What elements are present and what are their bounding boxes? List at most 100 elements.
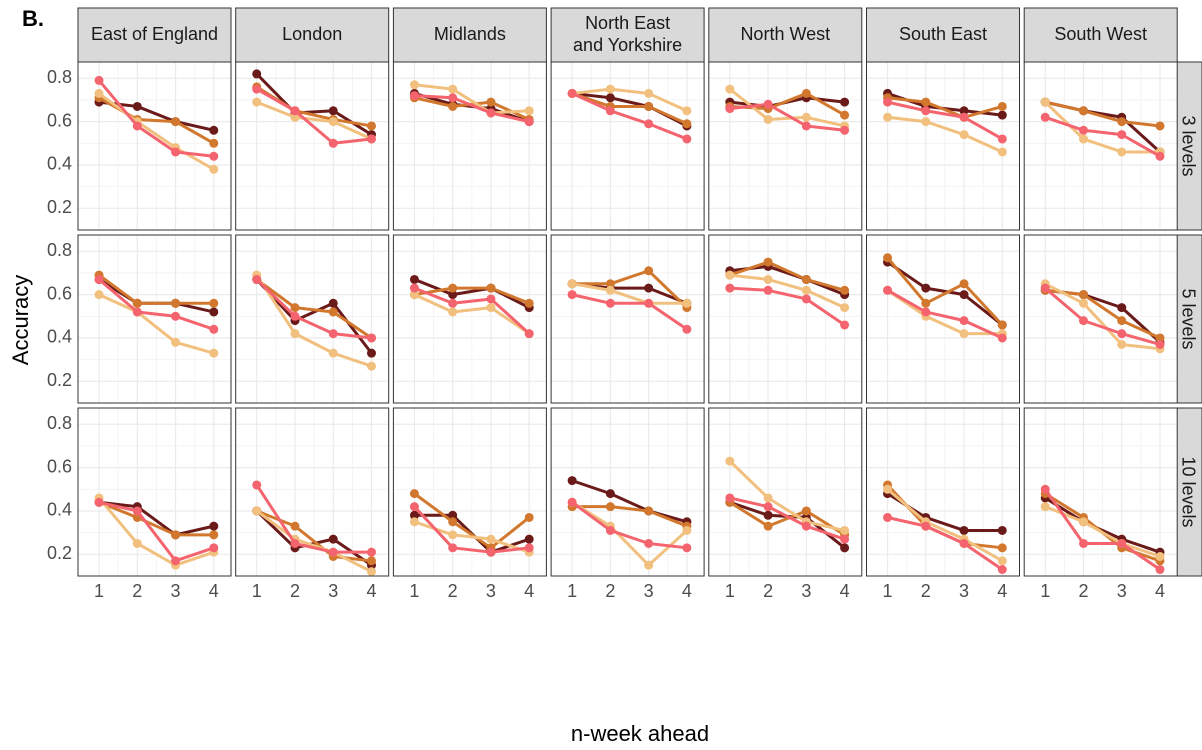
- point: [997, 134, 1007, 144]
- point: [921, 97, 931, 107]
- point: [94, 75, 104, 85]
- point: [171, 556, 181, 566]
- series-line: [572, 505, 688, 528]
- panel-background: [551, 408, 705, 576]
- point: [763, 274, 773, 284]
- panel: [708, 234, 863, 404]
- panel: [550, 234, 705, 404]
- x-tick-label: 2: [290, 581, 300, 601]
- y-tick-label: 0.2: [47, 370, 72, 390]
- series-line: [1044, 115, 1161, 158]
- point: [209, 164, 219, 174]
- strip-label: East of England: [91, 24, 218, 44]
- point: [409, 489, 419, 499]
- strip: [708, 7, 863, 63]
- y-tick-label: 0.4: [47, 500, 72, 520]
- point: [290, 521, 300, 531]
- strip: [550, 7, 705, 63]
- row-strip-label: 10 levels: [1178, 456, 1198, 527]
- panel-background: [235, 235, 389, 403]
- point: [921, 521, 931, 531]
- point: [328, 298, 338, 308]
- series-line: [571, 293, 688, 331]
- point: [997, 543, 1007, 553]
- point: [132, 538, 142, 548]
- point: [997, 564, 1007, 574]
- strip-label: London: [282, 24, 342, 44]
- point: [840, 285, 850, 295]
- point: [132, 307, 142, 317]
- point: [409, 80, 419, 90]
- series-line: [886, 289, 1003, 336]
- point: [1040, 97, 1050, 107]
- point: [644, 283, 654, 293]
- point: [328, 307, 338, 317]
- panel: [392, 61, 547, 231]
- panel: [1023, 61, 1178, 231]
- point: [682, 119, 692, 129]
- point: [682, 298, 692, 308]
- point: [763, 99, 773, 109]
- point: [605, 489, 615, 499]
- point: [1155, 121, 1165, 131]
- point: [763, 114, 773, 124]
- panel-border: [708, 407, 863, 577]
- point: [524, 106, 534, 116]
- point: [94, 274, 104, 284]
- series-line: [255, 274, 372, 368]
- point: [366, 134, 376, 144]
- point: [605, 525, 615, 535]
- y-tick-label: 0.8: [47, 240, 72, 260]
- series-line: [414, 286, 530, 305]
- panel-background: [708, 235, 862, 403]
- point: [1040, 484, 1050, 494]
- point: [132, 506, 142, 516]
- x-tick-label: 4: [524, 581, 534, 601]
- series-line: [413, 278, 530, 309]
- point: [840, 97, 850, 107]
- panel-border: [1023, 407, 1178, 577]
- x-tick-label: 2: [448, 581, 458, 601]
- point: [1078, 290, 1088, 300]
- series-line: [97, 79, 214, 158]
- point: [1040, 502, 1050, 512]
- series-line: [886, 488, 1004, 563]
- panel-background: [551, 235, 705, 403]
- point: [644, 88, 654, 98]
- panel-border: [77, 61, 232, 231]
- series-line: [98, 293, 215, 355]
- point: [1078, 134, 1088, 144]
- panel: [866, 61, 1020, 231]
- point: [448, 298, 458, 308]
- panel: [77, 234, 232, 404]
- y-tick-label: 0.4: [47, 327, 72, 347]
- point: [725, 104, 735, 114]
- point: [725, 493, 735, 503]
- point: [252, 274, 262, 284]
- y-tick-label: 0.4: [47, 154, 72, 174]
- point: [883, 285, 893, 295]
- point: [801, 274, 811, 284]
- series-line: [413, 505, 530, 554]
- panel-border: [550, 61, 705, 231]
- panel-background: [1024, 235, 1178, 403]
- point: [1117, 316, 1127, 326]
- point: [366, 556, 376, 566]
- point: [409, 502, 419, 512]
- point: [644, 101, 654, 111]
- point: [1155, 339, 1165, 349]
- x-tick-label: 1: [252, 581, 262, 601]
- point: [171, 117, 181, 127]
- strip: [77, 7, 232, 63]
- x-tick-label: 1: [94, 581, 104, 601]
- point: [644, 560, 654, 570]
- point: [209, 348, 219, 358]
- point: [252, 480, 262, 490]
- point: [290, 538, 300, 548]
- y-tick-label: 0.6: [47, 110, 72, 130]
- point: [1155, 551, 1165, 561]
- series-line: [571, 501, 688, 567]
- panel: [235, 61, 390, 231]
- point: [644, 538, 654, 548]
- series-line: [887, 115, 1003, 154]
